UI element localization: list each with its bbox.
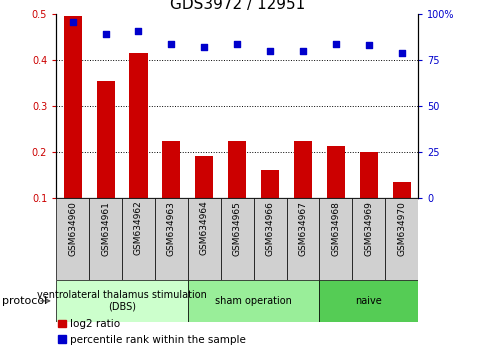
Text: GSM634962: GSM634962 [134,201,142,256]
Point [397,50,405,56]
Text: naive: naive [355,296,381,306]
Point [331,41,339,46]
Bar [220,198,253,280]
Text: GSM634964: GSM634964 [200,201,208,256]
Text: GSM634965: GSM634965 [232,201,241,256]
Bar [162,141,180,244]
Text: ventrolateral thalamus stimulation
(DBS): ventrolateral thalamus stimulation (DBS) [37,290,206,312]
Point [102,32,109,37]
Bar [253,198,286,280]
Text: GSM634963: GSM634963 [166,201,176,256]
Bar [392,182,410,244]
Point [134,28,142,34]
Legend: log2 ratio, percentile rank within the sample: log2 ratio, percentile rank within the s… [54,315,249,349]
Text: protocol: protocol [2,296,48,306]
Bar [122,198,155,280]
Bar [286,198,319,280]
Bar [187,198,220,280]
Bar [227,141,245,244]
Title: GDS3972 / 12951: GDS3972 / 12951 [169,0,304,12]
Text: GSM634960: GSM634960 [68,201,77,256]
Text: GSM634966: GSM634966 [265,201,274,256]
Text: GSM634967: GSM634967 [298,201,307,256]
Bar [195,156,213,244]
Bar [96,81,114,244]
Bar [56,280,187,322]
Point [299,48,306,54]
Bar [319,198,351,280]
Bar [326,146,344,244]
Text: GSM634969: GSM634969 [364,201,372,256]
Bar [261,170,279,244]
Text: sham operation: sham operation [215,296,291,306]
Bar [155,198,187,280]
Bar [129,53,147,244]
Bar [359,152,377,244]
Text: GSM634970: GSM634970 [396,201,406,256]
Bar [293,141,311,244]
Text: GSM634968: GSM634968 [331,201,340,256]
Bar [351,198,385,280]
Point [364,42,372,48]
Point [69,19,77,24]
Point [233,41,241,46]
Bar [319,280,417,322]
Bar [56,198,89,280]
Point [200,45,208,50]
Point [167,41,175,46]
Bar [89,198,122,280]
Bar [385,198,417,280]
Text: GSM634961: GSM634961 [101,201,110,256]
Bar [187,280,319,322]
Point [265,48,273,54]
Bar [63,16,81,244]
